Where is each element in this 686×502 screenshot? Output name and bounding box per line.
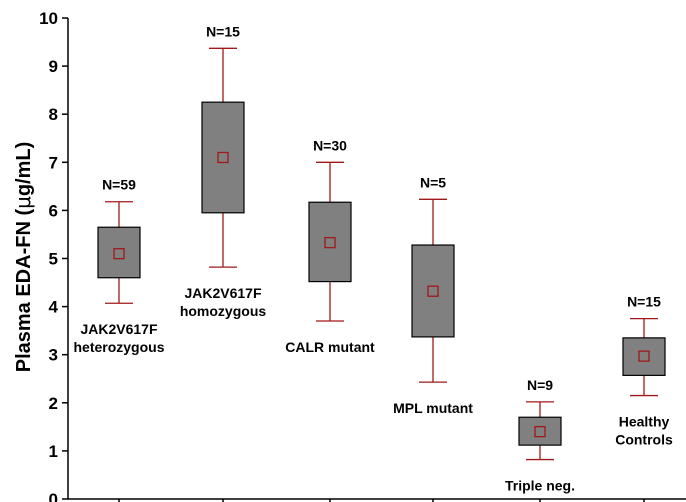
category-label-0-0: JAK2V617F <box>80 321 157 337</box>
boxes-layer: N=59 JAK2V617F heterozygous N=15 JAK2V617F ho… <box>73 23 672 493</box>
box-group-2: N=30 CALR mutant <box>285 137 375 355</box>
axes-layer: 0 1 2 3 4 5 6 7 8 9 10 <box>39 9 686 502</box>
median-marker-0 <box>113 248 125 260</box>
median-marker-4 <box>534 426 546 438</box>
box-3 <box>411 244 455 338</box>
y-tick-label-3: 3 <box>49 346 58 365</box>
y-axis-label-unit: g/mL) <box>13 142 35 196</box>
y-tick-label-4: 4 <box>49 298 59 317</box>
y-tick-label-7: 7 <box>49 153 58 172</box>
n-label-2: N=30 <box>313 137 347 153</box>
category-label-3-0: MPL mutant <box>393 400 473 416</box>
y-axis-label-main: Plasma EDA-FN ( <box>13 209 35 373</box>
y-tick-label-0: 0 <box>49 490 58 502</box>
box-group-4: N=9 Triple neg. <box>505 377 575 494</box>
median-marker-1 <box>217 151 229 164</box>
y-tick-label-1: 1 <box>49 442 58 461</box>
n-label-5: N=15 <box>627 294 661 310</box>
box-2 <box>308 201 352 283</box>
n-label-3: N=5 <box>420 174 446 190</box>
box-group-0: N=59 JAK2V617F heterozygous <box>73 177 164 355</box>
n-label-4: N=9 <box>527 377 553 393</box>
median-marker-2 <box>324 236 336 249</box>
y-tick-label-8: 8 <box>49 105 58 124</box>
category-label-5-0: Healthy <box>619 414 670 430</box>
y-tick-label-10: 10 <box>39 9 58 28</box>
median-marker-3 <box>427 285 439 297</box>
y-axis-label: Plasma EDA-FN (μg/mL) <box>11 142 35 373</box>
y-tick-label-2: 2 <box>49 394 58 413</box>
box-1 <box>201 101 245 214</box>
category-label-1-0: JAK2V617F <box>184 285 261 301</box>
box-5 <box>622 337 666 376</box>
y-axis-label-mu: μ <box>11 196 35 209</box>
box-0 <box>97 226 141 279</box>
n-label-1: N=15 <box>206 23 240 39</box>
category-label-1-1: homozygous <box>180 303 267 319</box>
box-group-1: N=15 JAK2V617F homozygous <box>180 23 267 319</box>
category-label-0-1: heterozygous <box>73 339 164 355</box>
box-4 <box>518 416 562 446</box>
n-label-0: N=59 <box>102 177 136 193</box>
category-label-4-0: Triple neg. <box>505 478 575 494</box>
median-marker-5 <box>638 350 650 362</box>
box-group-3: N=5 MPL mutant <box>393 174 473 416</box>
y-tick-label-9: 9 <box>49 57 58 76</box>
y-tick-label-5: 5 <box>49 250 58 269</box>
category-label-2-0: CALR mutant <box>285 339 375 355</box>
category-label-5-1: Controls <box>615 432 673 448</box>
y-tick-label-6: 6 <box>49 201 58 220</box>
box-group-5: N=15 Healthy Controls <box>615 294 673 448</box>
